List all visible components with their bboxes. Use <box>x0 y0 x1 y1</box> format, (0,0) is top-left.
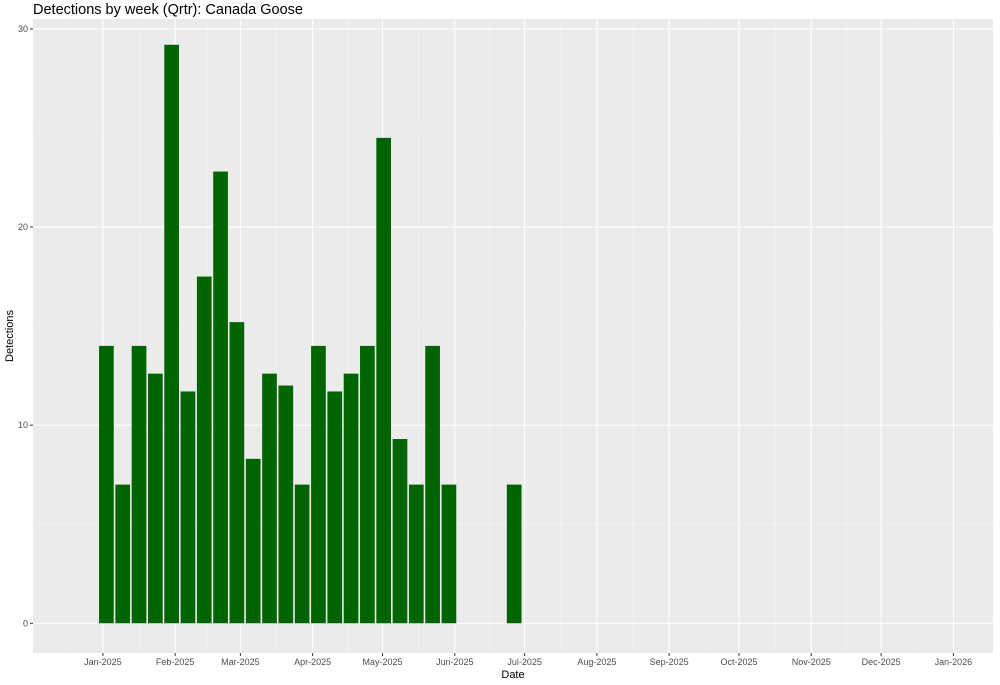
bar <box>262 373 277 624</box>
bar <box>343 373 359 624</box>
y-tick-label: 20 <box>18 222 28 232</box>
y-tick-label: 30 <box>18 24 28 34</box>
bar <box>180 391 196 624</box>
x-tick-label: Mar-2025 <box>221 657 260 667</box>
chart-title: Detections by week (Qrtr): Canada Goose <box>33 2 303 18</box>
x-axis: Jan-2025 Feb-2025 Mar-2025 Apr-2025 May-2025… <box>84 653 972 667</box>
bar <box>408 484 424 624</box>
bar <box>245 458 261 624</box>
x-tick-label: Nov-2025 <box>792 657 831 667</box>
bars <box>99 44 522 624</box>
y-tick-label: 0 <box>23 618 28 628</box>
bar <box>441 484 457 624</box>
bar <box>147 373 163 624</box>
x-tick-label: Apr-2025 <box>294 657 331 667</box>
bar <box>196 276 212 624</box>
x-tick-label: Oct-2025 <box>721 657 758 667</box>
bar <box>311 345 326 624</box>
bar <box>425 345 440 624</box>
x-tick-label: Jan-2025 <box>84 657 122 667</box>
bar <box>99 345 114 624</box>
y-axis: 0 10 20 30 <box>18 24 33 628</box>
bar <box>506 484 522 624</box>
bar <box>164 44 179 624</box>
x-tick-label: Sep-2025 <box>650 657 689 667</box>
bar <box>131 345 147 624</box>
y-tick-label: 10 <box>18 420 28 430</box>
bar <box>115 484 131 624</box>
bar <box>376 137 392 624</box>
bar <box>327 391 343 624</box>
bar <box>213 171 228 624</box>
bar <box>360 345 375 624</box>
x-tick-label: Feb-2025 <box>156 657 195 667</box>
bar <box>229 322 245 624</box>
x-tick-label: Aug-2025 <box>577 657 616 667</box>
y-axis-title: Detections <box>4 310 16 362</box>
bar <box>278 385 294 624</box>
x-tick-label: Dec-2025 <box>862 657 901 667</box>
x-tick-label: Jan-2026 <box>935 657 973 667</box>
x-tick-label: Jun-2025 <box>436 657 474 667</box>
bar <box>294 484 310 624</box>
bar <box>392 439 408 624</box>
x-tick-label: May-2025 <box>362 657 402 667</box>
x-tick-label: Jul-2025 <box>507 657 542 667</box>
x-axis-title: Date <box>501 669 524 681</box>
